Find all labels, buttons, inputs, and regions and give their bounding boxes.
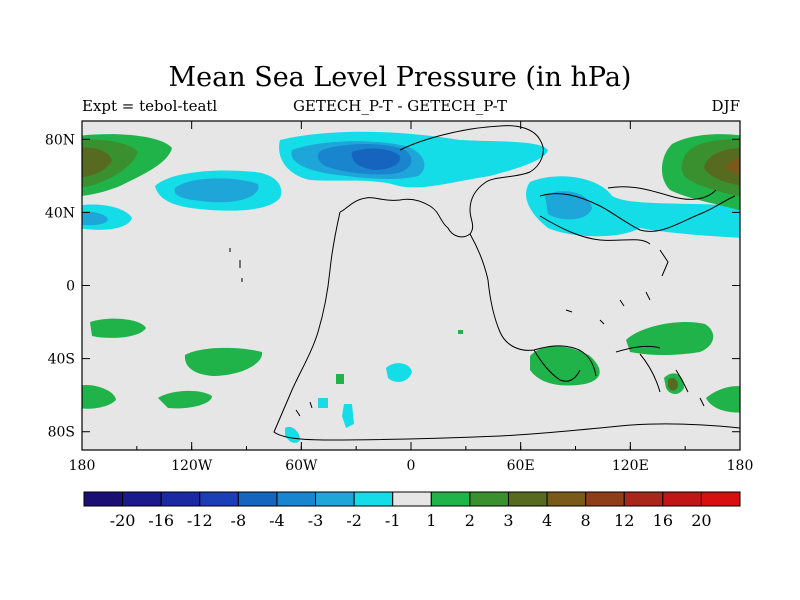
contour-pos-1-patch-a <box>336 374 344 384</box>
coastline-main-west <box>273 211 740 441</box>
colorbar-swatch <box>700 491 741 507</box>
contour-neg-1-patch-c <box>285 426 300 443</box>
colorbar-label: -4 <box>269 511 285 530</box>
colorbar-label: 3 <box>503 511 513 530</box>
colorbar-swatch <box>585 491 625 507</box>
y-tick-label: 40S <box>48 352 75 368</box>
colorbar-label: -1 <box>385 511 401 530</box>
x-tick-label: 180 <box>69 458 96 474</box>
colorbar-label: 20 <box>691 511 711 530</box>
x-tick-label: 120W <box>171 458 213 474</box>
contour-neg-1-patch-a <box>318 398 328 408</box>
axis-ticks: 180 120W 60W 0 60E 120E 180 80N 40N 0 40S 80S <box>45 121 753 474</box>
contour-pos-1-south-pacific-a <box>184 347 263 376</box>
contour-pos-1-tropical-pacific <box>90 318 146 338</box>
colorbar-label: 4 <box>542 511 552 530</box>
coastline-islands <box>565 249 705 407</box>
colorbar-label: -3 <box>308 511 324 530</box>
colorbar: -20 -16 -12 -8 -4 -3 -2 -1 1 2 3 4 8 12 16 20 <box>83 491 741 530</box>
contour-pos-1-southern-east <box>706 386 740 413</box>
coastline-asia-north <box>539 193 736 232</box>
x-tick-label: 60E <box>507 458 535 474</box>
colorbar-swatch <box>392 491 432 507</box>
colorbar-label: 2 <box>465 511 475 530</box>
colorbar-swatch <box>315 491 355 507</box>
contour-neg-1-patch-b <box>342 404 354 428</box>
colorbar-swatch <box>662 491 702 507</box>
coastline-small-isles <box>229 248 313 417</box>
y-tick-label: 40N <box>45 205 75 221</box>
colorbar-label: 1 <box>426 511 436 530</box>
colorbar-label: 12 <box>614 511 634 530</box>
colorbar-swatch <box>353 491 394 507</box>
contour-pos-1-southern-west <box>82 385 116 409</box>
y-tick-label: 80S <box>48 425 75 441</box>
contour-pos-1-patch-b <box>458 330 463 334</box>
plot-title: Mean Sea Level Pressure (in hPa) <box>168 62 632 93</box>
colorbar-swatch <box>237 491 278 507</box>
coastline-east-arc <box>607 186 717 200</box>
x-tick-label: 0 <box>407 458 416 474</box>
coastline-southeast <box>615 345 661 393</box>
colorbar-label: -8 <box>231 511 247 530</box>
colorbar-swatch <box>160 491 201 507</box>
contour-neg-2-west-pacific <box>82 211 108 226</box>
coastline-south-peninsula <box>533 349 581 382</box>
x-tick-label: 120E <box>612 458 649 474</box>
dataset-label: GETECH_P-T - GETECH_P-T <box>292 97 508 115</box>
coastlines <box>229 125 740 441</box>
colorbar-label: -20 <box>110 511 136 530</box>
y-tick-label: 80N <box>45 132 75 148</box>
y-tick-label: 0 <box>66 279 75 295</box>
contour-pos-4-southwest-pacific <box>668 378 678 391</box>
colorbar-swatch <box>546 491 587 507</box>
colorbar-swatch <box>507 491 548 507</box>
colorbar-label: 8 <box>581 511 591 530</box>
contour-pos-4-east <box>726 158 740 175</box>
contour-neg-2-north-pacific <box>174 178 259 203</box>
colorbar-swatch <box>199 491 239 507</box>
coastline-asia-south <box>539 215 651 245</box>
coastline-north-continent <box>339 125 544 238</box>
pressure-anomaly-fields <box>82 131 740 443</box>
colorbar-swatch <box>83 491 124 507</box>
season-label: DJF <box>711 97 740 115</box>
experiment-label: Expt = tebol-teatl <box>82 97 218 115</box>
colorbar-swatch <box>430 491 471 507</box>
colorbar-label: -2 <box>346 511 362 530</box>
x-tick-label: 60W <box>285 458 318 474</box>
x-tick-label: 180 <box>727 458 754 474</box>
colorbar-swatch <box>469 491 509 507</box>
contour-neg-1-south-atlantic <box>386 363 412 382</box>
contour-pos-3-east <box>704 148 740 186</box>
coastline-main-east <box>469 233 597 377</box>
contour-neg-4-europe <box>351 148 401 170</box>
colorbar-swatch <box>276 491 317 507</box>
colorbar-swatch <box>623 491 664 507</box>
colorbar-label: -12 <box>187 511 213 530</box>
contour-pos-3-west <box>82 147 112 178</box>
contour-pos-1-south-pacific-b <box>158 390 212 409</box>
positive-anomaly-fields <box>82 134 740 413</box>
colorbar-label: -16 <box>148 511 174 530</box>
contour-neg-1-central-asia <box>526 176 740 238</box>
contour-pos-1-indian-ocean <box>530 346 600 386</box>
colorbar-swatch <box>122 491 162 507</box>
colorbar-label: 16 <box>653 511 673 530</box>
